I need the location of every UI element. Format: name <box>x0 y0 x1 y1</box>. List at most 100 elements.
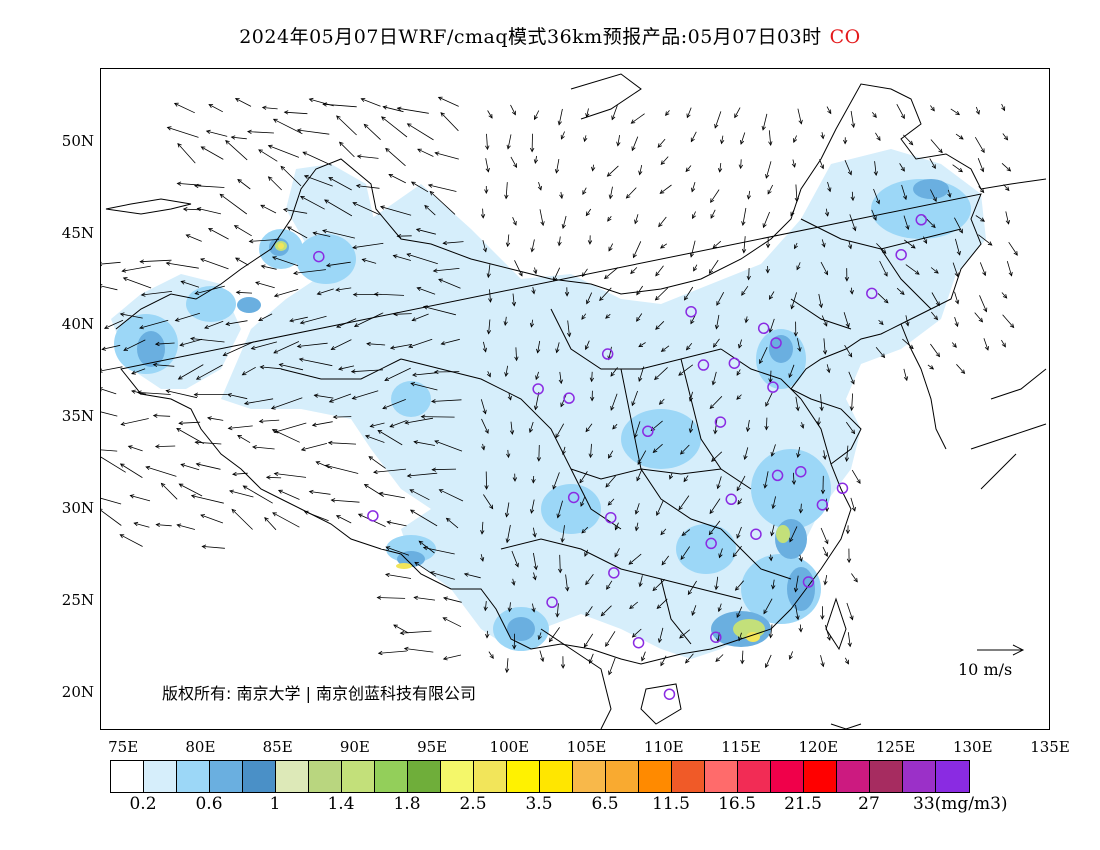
wind-arrow-head <box>737 500 742 505</box>
station-marker[interactable] <box>313 250 325 263</box>
wind-arrow-head <box>123 346 129 351</box>
station-marker[interactable] <box>601 348 614 360</box>
wind-arrow <box>464 573 481 579</box>
wind-arrow <box>820 394 823 411</box>
wind-arrow <box>875 132 881 141</box>
wind-arrow <box>680 444 690 455</box>
station-marker[interactable] <box>725 493 737 506</box>
wind-arrow-head <box>271 256 277 261</box>
station-marker[interactable] <box>895 248 907 261</box>
wind-arrow-head <box>532 532 537 538</box>
wind-arrow-head <box>680 555 685 561</box>
station-marker[interactable] <box>750 528 762 540</box>
wind-arrow <box>373 468 407 473</box>
wind-arrow-head <box>954 322 959 328</box>
wind-arrow-head <box>600 611 606 617</box>
wind-arrow <box>979 262 986 276</box>
wind-arrow <box>930 311 938 320</box>
station-marker[interactable] <box>915 214 927 226</box>
station-marker[interactable] <box>546 596 558 609</box>
wind-arrow <box>508 393 512 400</box>
station-marker[interactable] <box>608 567 620 579</box>
wind-arrow <box>529 421 534 433</box>
wind-arrow-head <box>902 195 908 201</box>
station-marker[interactable] <box>642 425 654 438</box>
wind-arrow-head <box>975 110 980 115</box>
wind-arrow-head <box>139 259 145 264</box>
station-marker[interactable] <box>866 287 878 300</box>
map-panel[interactable] <box>100 68 1050 730</box>
wind-arrow-head <box>581 528 586 534</box>
station-marker[interactable] <box>563 392 575 404</box>
wind-arrow <box>424 205 436 216</box>
wind-arrow-head <box>555 433 560 439</box>
wind-arrow <box>122 265 151 272</box>
wind-arrow <box>741 285 749 296</box>
station-marker[interactable] <box>710 631 722 643</box>
wind-arrow-head <box>761 125 766 131</box>
station-marker[interactable] <box>728 357 741 369</box>
wind-arrow-head <box>485 633 490 639</box>
station-marker[interactable] <box>836 482 849 495</box>
station-marker[interactable] <box>802 576 815 588</box>
wind-arrow-head <box>557 241 562 247</box>
station-marker[interactable] <box>757 322 770 335</box>
wind-arrow-head <box>826 368 831 374</box>
wind-arrow <box>582 187 587 195</box>
station-marker[interactable] <box>771 469 784 482</box>
wind-arrow <box>581 313 587 320</box>
station-marker[interactable] <box>567 491 580 504</box>
wind-arrow-head <box>180 280 186 285</box>
wind-arrow <box>409 489 430 501</box>
wind-arrow <box>633 241 642 258</box>
wind-arrow-head <box>793 332 798 337</box>
wind-arrow <box>336 115 357 136</box>
station-marker[interactable] <box>685 305 697 318</box>
wind-arrow <box>930 343 940 357</box>
wind-arrow-head <box>933 315 939 321</box>
wind-arrow-head <box>440 341 446 346</box>
wind-arrow <box>772 579 775 589</box>
wind-arrow-head <box>300 195 305 200</box>
wind-arrow <box>177 143 196 164</box>
wind-arrow <box>582 268 588 277</box>
station-marker[interactable] <box>795 465 807 478</box>
station-marker[interactable] <box>663 688 676 700</box>
station-marker[interactable] <box>714 416 727 428</box>
station-marker[interactable] <box>632 636 645 649</box>
station-marker[interactable] <box>697 359 710 371</box>
wind-arrow <box>405 417 434 424</box>
wind-arrow-head <box>424 204 429 210</box>
wind-arrow <box>538 632 542 640</box>
wind-arrow-head <box>293 270 298 276</box>
wind-arrow-head <box>273 293 279 298</box>
wind-arrow-head <box>765 243 771 249</box>
wind-arrow-head <box>377 650 383 656</box>
wind-arrow <box>421 416 455 418</box>
station-marker[interactable] <box>767 381 779 393</box>
wind-arrow-head <box>280 165 286 171</box>
wind-arrow <box>711 451 723 462</box>
wind-arrow <box>797 446 801 458</box>
wind-arrow <box>179 483 203 497</box>
wind-arrow-head <box>853 577 858 583</box>
station-marker[interactable] <box>705 537 717 550</box>
wind-arrow <box>141 291 173 296</box>
wind-arrow-head <box>338 366 343 371</box>
lon-tick-label: 100E <box>489 738 530 756</box>
wind-arrow-head <box>710 214 715 219</box>
wind-arrow <box>763 598 773 614</box>
legend-label: 1.8 <box>393 794 421 814</box>
wind-arrow-head <box>196 207 202 212</box>
station-marker[interactable] <box>605 511 617 524</box>
station-marker[interactable] <box>816 499 829 511</box>
wind-arrow <box>715 654 724 662</box>
wind-arrow-head <box>631 633 637 638</box>
station-marker[interactable] <box>770 337 782 349</box>
station-marker[interactable] <box>532 383 544 395</box>
wind-arrow <box>974 312 983 323</box>
wind-arrow-head <box>791 480 797 485</box>
wind-arrow <box>612 423 618 430</box>
wind-arrow-head <box>638 377 643 382</box>
station-marker[interactable] <box>367 510 379 522</box>
